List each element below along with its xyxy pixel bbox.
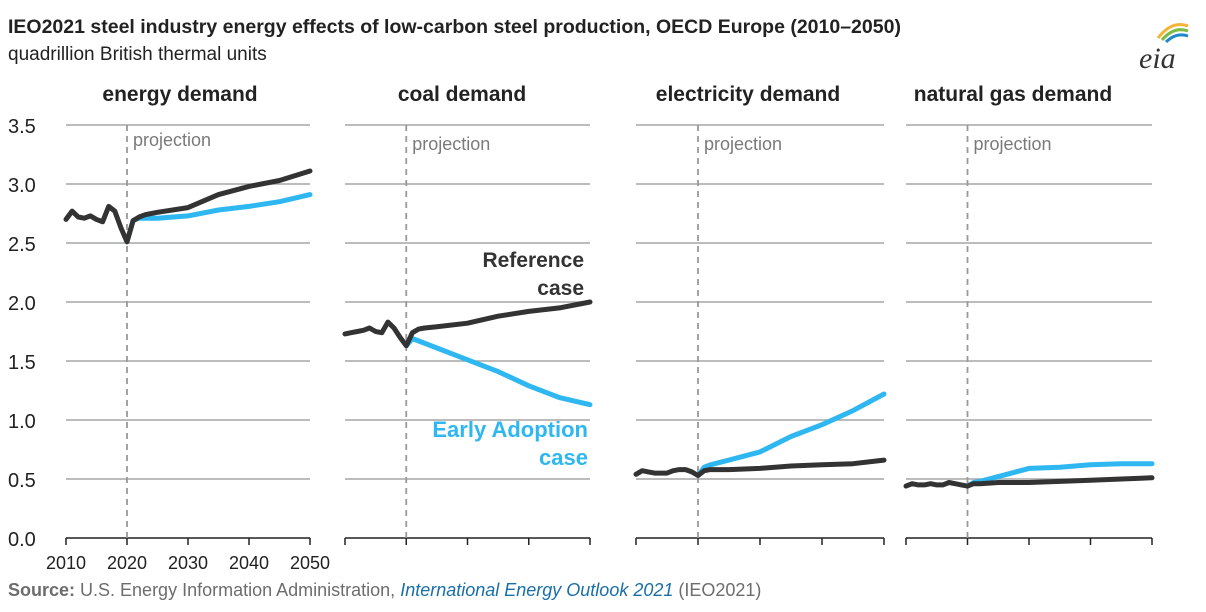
y-tick-label-7: 3.5 xyxy=(8,116,36,138)
early-adoption-label-line2: case xyxy=(539,445,588,470)
source-publication: International Energy Outlook 2021 xyxy=(400,580,674,600)
reference-line xyxy=(903,475,1155,489)
chart-area: 0.0 0.5 1.0 1.5 2.0 2.5 3.0 3.5 energy demand 201… xyxy=(8,83,1155,573)
x-tick-label-2: 2030 xyxy=(168,553,208,573)
reference-line xyxy=(633,457,887,478)
panel-1: energy demand 2010 2020 2030 2040 2050 project… xyxy=(46,83,330,573)
x-tick-label-4: 2050 xyxy=(290,553,330,573)
reference-line xyxy=(63,168,313,245)
early-adoption-line xyxy=(403,336,593,408)
y-tick-label-5: 2.5 xyxy=(8,234,36,256)
y-tick-label-2: 1.0 xyxy=(8,411,36,433)
x-tick-label-0: 2010 xyxy=(46,553,86,573)
chart-subtitle: quadrillion British thermal units xyxy=(8,44,267,65)
source-suffix: (IEO2021) xyxy=(673,580,762,600)
projection-label: projection xyxy=(974,134,1052,154)
panel-title: electricity demand xyxy=(656,83,840,106)
chart-title: IEO2021 steel industry energy effects of… xyxy=(8,16,901,38)
source-text: U.S. Energy Information Administration, xyxy=(75,580,401,600)
logo-text: eia xyxy=(1139,42,1176,75)
logo-arc-orange xyxy=(1156,23,1189,39)
panel-4: natural gas demand projection xyxy=(903,83,1155,545)
eia-logo: eia xyxy=(1139,23,1189,75)
y-tick-label-4: 2.0 xyxy=(8,293,36,315)
panel-title: coal demand xyxy=(398,83,526,106)
y-tick-label-0: 0.0 xyxy=(8,529,36,551)
reference-case-label-line2: case xyxy=(537,277,584,300)
projection-label: projection xyxy=(412,134,490,154)
reference-case-label-line1: Reference xyxy=(482,249,584,272)
panel-3: electricity demand projection xyxy=(633,83,887,545)
source-label: Source: xyxy=(8,580,76,600)
x-tick-label-3: 2040 xyxy=(229,553,269,573)
logo-arc-blue xyxy=(1164,33,1189,44)
y-tick-label-6: 3.0 xyxy=(8,175,36,197)
early-adoption-line xyxy=(124,192,313,245)
early-adoption-label-line1: Early Adoption xyxy=(432,417,588,442)
projection-label: projection xyxy=(133,130,211,150)
logo-arc-green xyxy=(1160,28,1189,42)
y-tick-label-3: 1.5 xyxy=(8,352,36,374)
x-tick-label-1: 2020 xyxy=(107,553,147,573)
panel-title: natural gas demand xyxy=(914,83,1112,106)
early-adoption-line xyxy=(695,391,887,478)
panel-2: coal demand projection Reference case Early … xyxy=(342,83,593,545)
reference-line xyxy=(342,299,593,349)
projection-label: projection xyxy=(704,134,782,154)
panel-title: energy demand xyxy=(102,83,257,106)
y-tick-label-1: 0.5 xyxy=(8,470,36,492)
source-note: Source: U.S. Energy Information Administ… xyxy=(8,580,761,601)
